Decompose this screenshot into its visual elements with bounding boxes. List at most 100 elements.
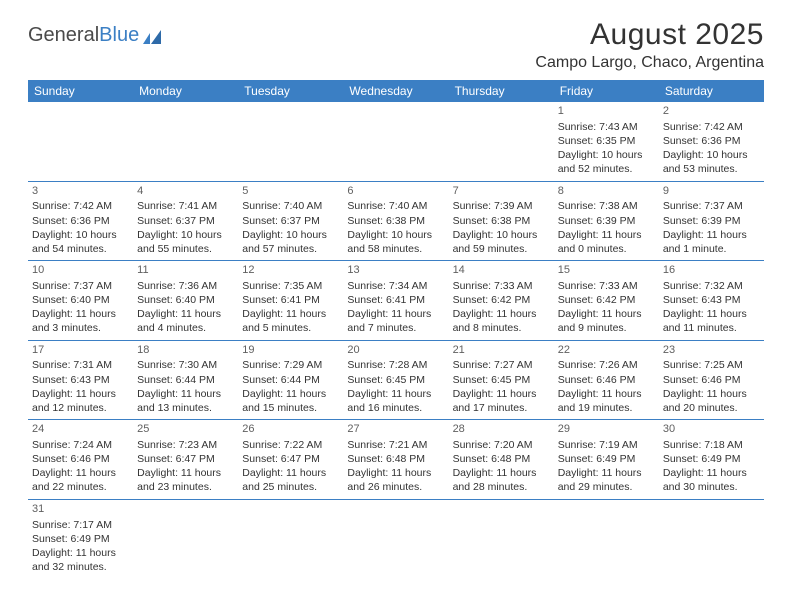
calendar-cell: 31Sunrise: 7:17 AMSunset: 6:49 PMDayligh… xyxy=(28,499,133,578)
sunset-line: Sunset: 6:43 PM xyxy=(32,373,129,387)
day-number: 8 xyxy=(558,184,655,199)
daylight-line: Daylight: 11 hours and 19 minutes. xyxy=(558,387,655,415)
logo-text: GeneralBlue xyxy=(28,24,139,47)
day-number: 14 xyxy=(453,263,550,278)
calendar-cell: 25Sunrise: 7:23 AMSunset: 6:47 PMDayligh… xyxy=(133,420,238,500)
sunset-line: Sunset: 6:46 PM xyxy=(663,373,760,387)
weekday-header: Monday xyxy=(133,80,238,102)
calendar-cell xyxy=(554,499,659,578)
daylight-line: Daylight: 11 hours and 3 minutes. xyxy=(32,307,129,335)
day-number: 28 xyxy=(453,422,550,437)
sunrise-line: Sunrise: 7:21 AM xyxy=(347,438,444,452)
day-number: 13 xyxy=(347,263,444,278)
daylight-line: Daylight: 11 hours and 12 minutes. xyxy=(32,387,129,415)
day-number: 27 xyxy=(347,422,444,437)
daylight-line: Daylight: 11 hours and 17 minutes. xyxy=(453,387,550,415)
daylight-line: Daylight: 11 hours and 7 minutes. xyxy=(347,307,444,335)
day-number: 23 xyxy=(663,343,760,358)
daylight-line: Daylight: 11 hours and 22 minutes. xyxy=(32,466,129,494)
sunset-line: Sunset: 6:49 PM xyxy=(32,532,129,546)
day-number: 2 xyxy=(663,104,760,119)
calendar-cell: 12Sunrise: 7:35 AMSunset: 6:41 PMDayligh… xyxy=(238,261,343,341)
sunset-line: Sunset: 6:41 PM xyxy=(347,293,444,307)
calendar-cell: 21Sunrise: 7:27 AMSunset: 6:45 PMDayligh… xyxy=(449,340,554,420)
daylight-line: Daylight: 11 hours and 25 minutes. xyxy=(242,466,339,494)
flag-icon xyxy=(143,30,165,44)
calendar-cell: 6Sunrise: 7:40 AMSunset: 6:38 PMDaylight… xyxy=(343,181,448,261)
day-number: 12 xyxy=(242,263,339,278)
daylight-line: Daylight: 11 hours and 16 minutes. xyxy=(347,387,444,415)
calendar-cell xyxy=(238,102,343,181)
daylight-line: Daylight: 11 hours and 28 minutes. xyxy=(453,466,550,494)
calendar-cell: 24Sunrise: 7:24 AMSunset: 6:46 PMDayligh… xyxy=(28,420,133,500)
daylight-line: Daylight: 10 hours and 54 minutes. xyxy=(32,228,129,256)
sunset-line: Sunset: 6:48 PM xyxy=(347,452,444,466)
calendar-cell: 2Sunrise: 7:42 AMSunset: 6:36 PMDaylight… xyxy=(659,102,764,181)
day-number: 16 xyxy=(663,263,760,278)
logo-word-2: Blue xyxy=(99,24,139,46)
calendar-cell: 13Sunrise: 7:34 AMSunset: 6:41 PMDayligh… xyxy=(343,261,448,341)
calendar-cell: 3Sunrise: 7:42 AMSunset: 6:36 PMDaylight… xyxy=(28,181,133,261)
sunrise-line: Sunrise: 7:33 AM xyxy=(558,279,655,293)
sunrise-line: Sunrise: 7:36 AM xyxy=(137,279,234,293)
sunrise-line: Sunrise: 7:42 AM xyxy=(32,199,129,213)
calendar-cell: 11Sunrise: 7:36 AMSunset: 6:40 PMDayligh… xyxy=(133,261,238,341)
sunrise-line: Sunrise: 7:26 AM xyxy=(558,358,655,372)
calendar-cell: 1Sunrise: 7:43 AMSunset: 6:35 PMDaylight… xyxy=(554,102,659,181)
calendar-cell: 7Sunrise: 7:39 AMSunset: 6:38 PMDaylight… xyxy=(449,181,554,261)
sunset-line: Sunset: 6:42 PM xyxy=(453,293,550,307)
day-number: 15 xyxy=(558,263,655,278)
logo-word-1: General xyxy=(28,24,99,46)
day-number: 3 xyxy=(32,184,129,199)
calendar-cell: 10Sunrise: 7:37 AMSunset: 6:40 PMDayligh… xyxy=(28,261,133,341)
sunset-line: Sunset: 6:46 PM xyxy=(32,452,129,466)
sunset-line: Sunset: 6:45 PM xyxy=(347,373,444,387)
daylight-line: Daylight: 11 hours and 26 minutes. xyxy=(347,466,444,494)
daylight-line: Daylight: 11 hours and 8 minutes. xyxy=(453,307,550,335)
day-number: 10 xyxy=(32,263,129,278)
sunset-line: Sunset: 6:46 PM xyxy=(558,373,655,387)
calendar-row: 17Sunrise: 7:31 AMSunset: 6:43 PMDayligh… xyxy=(28,340,764,420)
calendar-cell: 18Sunrise: 7:30 AMSunset: 6:44 PMDayligh… xyxy=(133,340,238,420)
calendar-cell xyxy=(659,499,764,578)
calendar-row: 10Sunrise: 7:37 AMSunset: 6:40 PMDayligh… xyxy=(28,261,764,341)
day-number: 9 xyxy=(663,184,760,199)
sunrise-line: Sunrise: 7:39 AM xyxy=(453,199,550,213)
sunrise-line: Sunrise: 7:42 AM xyxy=(663,120,760,134)
daylight-line: Daylight: 11 hours and 32 minutes. xyxy=(32,546,129,574)
weekday-header-row: Sunday Monday Tuesday Wednesday Thursday… xyxy=(28,80,764,102)
sunset-line: Sunset: 6:41 PM xyxy=(242,293,339,307)
sunrise-line: Sunrise: 7:29 AM xyxy=(242,358,339,372)
daylight-line: Daylight: 11 hours and 9 minutes. xyxy=(558,307,655,335)
daylight-line: Daylight: 10 hours and 52 minutes. xyxy=(558,148,655,176)
calendar-row: 3Sunrise: 7:42 AMSunset: 6:36 PMDaylight… xyxy=(28,181,764,261)
calendar-body: 1Sunrise: 7:43 AMSunset: 6:35 PMDaylight… xyxy=(28,102,764,578)
daylight-line: Daylight: 11 hours and 15 minutes. xyxy=(242,387,339,415)
sunset-line: Sunset: 6:49 PM xyxy=(663,452,760,466)
sunset-line: Sunset: 6:36 PM xyxy=(32,214,129,228)
daylight-line: Daylight: 11 hours and 23 minutes. xyxy=(137,466,234,494)
sunset-line: Sunset: 6:35 PM xyxy=(558,134,655,148)
calendar-row: 31Sunrise: 7:17 AMSunset: 6:49 PMDayligh… xyxy=(28,499,764,578)
calendar-cell: 29Sunrise: 7:19 AMSunset: 6:49 PMDayligh… xyxy=(554,420,659,500)
sunset-line: Sunset: 6:38 PM xyxy=(347,214,444,228)
sunrise-line: Sunrise: 7:31 AM xyxy=(32,358,129,372)
month-title: August 2025 xyxy=(535,18,764,52)
sunset-line: Sunset: 6:47 PM xyxy=(137,452,234,466)
calendar-cell: 28Sunrise: 7:20 AMSunset: 6:48 PMDayligh… xyxy=(449,420,554,500)
sunset-line: Sunset: 6:40 PM xyxy=(137,293,234,307)
sunrise-line: Sunrise: 7:20 AM xyxy=(453,438,550,452)
sunrise-line: Sunrise: 7:22 AM xyxy=(242,438,339,452)
calendar-cell xyxy=(133,102,238,181)
daylight-line: Daylight: 11 hours and 29 minutes. xyxy=(558,466,655,494)
daylight-line: Daylight: 10 hours and 58 minutes. xyxy=(347,228,444,256)
title-block: August 2025 Campo Largo, Chaco, Argentin… xyxy=(535,18,764,72)
weekday-header: Saturday xyxy=(659,80,764,102)
day-number: 29 xyxy=(558,422,655,437)
location: Campo Largo, Chaco, Argentina xyxy=(535,54,764,72)
sunrise-line: Sunrise: 7:19 AM xyxy=(558,438,655,452)
calendar-table: Sunday Monday Tuesday Wednesday Thursday… xyxy=(28,80,764,578)
daylight-line: Daylight: 11 hours and 11 minutes. xyxy=(663,307,760,335)
sunrise-line: Sunrise: 7:40 AM xyxy=(347,199,444,213)
calendar-cell: 19Sunrise: 7:29 AMSunset: 6:44 PMDayligh… xyxy=(238,340,343,420)
